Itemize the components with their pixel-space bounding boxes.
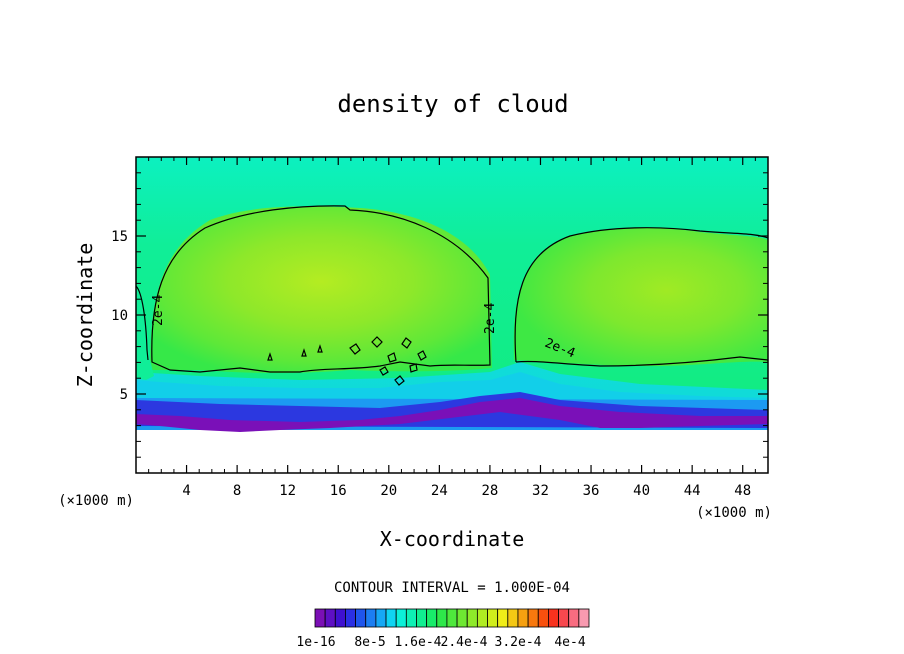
contour-interval-text: CONTOUR INTERVAL = 1.000E-04 [334,580,570,596]
colorbar-swatch [355,608,367,628]
colorbar-swatch [527,608,539,628]
x-tick-label: 16 [330,483,347,499]
colorbar-swatch [395,608,407,628]
cloud-base-purple-band [136,398,768,432]
colorbar-swatch [497,608,509,628]
x-tick-label: 40 [633,483,650,499]
x-axis-ticks: 4 8 12 16 20 24 28 32 36 40 44 48 [148,157,756,499]
x-tick-label: 44 [684,483,701,499]
colorbar-label: 1.6e-4 [395,635,442,650]
contour-lines [136,205,768,386]
colorbar-swatch [487,608,499,628]
colorbar-swatch [365,608,377,628]
colorbar-swatch [466,608,478,628]
y-tick-label: 10 [111,308,128,324]
x-unit-label-right: (×1000 m) [696,505,772,521]
x-tick-label: 4 [182,483,190,499]
plot-area [136,157,768,473]
colorbar-swatch [558,608,570,628]
colorbar-swatch [405,608,417,628]
colorbar-swatch [334,608,346,628]
colorbar-swatch [456,608,468,628]
x-tick-label: 24 [431,483,448,499]
contour-2e-4-right-cell [514,227,768,367]
x-tick-label: 8 [233,483,241,499]
y-axis-title: Z-coordinate [73,243,97,388]
colorbar-swatch [548,608,559,628]
colorbar-swatch [476,608,488,628]
x-tick-label: 20 [380,483,397,499]
x-tick-label: 36 [583,483,600,499]
colorbar-swatch [507,608,519,628]
contour-label-left: 2e-4 [151,295,166,326]
colorbar-swatch [578,608,590,628]
left-cloud-cell [150,206,492,373]
contour-ripple-cluster [267,336,427,386]
colorbar-swatch [314,608,326,628]
x-tick-label: 48 [734,483,751,499]
colorbar-swatch [426,608,438,628]
colorbar [314,608,590,628]
chart-title: density of cloud [337,90,568,118]
colorbar-label: 8e-5 [354,635,385,650]
x-unit-label-left: (×1000 m) [58,493,134,509]
x-tick-label: 32 [532,483,549,499]
x-tick-label: 12 [279,483,296,499]
colorbar-swatch [324,608,336,628]
colorbar-swatch [416,608,428,628]
y-tick-label: 5 [120,387,128,403]
y-tick-label: 15 [111,229,128,245]
colorbar-label: 3.2e-4 [495,635,542,650]
colorbar-label: 4e-4 [554,635,585,650]
colorbar-swatch [537,608,549,628]
left-edge-plume [136,286,154,380]
colorbar-swatch [345,608,356,628]
colorbar-labels: 1e-16 8e-5 1.6e-4 2.4e-4 3.2e-4 4e-4 [296,635,585,650]
y-axis-ticks: 5 10 15 [111,172,768,458]
colorbar-label: 2.4e-4 [441,635,488,650]
colorbar-swatch [375,608,387,628]
right-cloud-cell [513,227,768,366]
contour-2e-4-left-cell [151,205,491,373]
x-axis-title: X-coordinate [380,527,525,551]
x-tick-label: 28 [481,483,498,499]
colorbar-swatch [446,608,458,628]
cloud-base-cyan-layer [136,362,768,400]
colorbar-swatch [385,608,397,628]
colorbar-swatch [517,608,529,628]
contour-label-mid: 2e-4 [483,303,498,334]
colorbar-swatch [436,608,448,628]
colorbar-swatch [568,608,580,628]
colorbar-label: 1e-16 [296,635,335,650]
contour-2e-4-left-edge [136,285,149,361]
